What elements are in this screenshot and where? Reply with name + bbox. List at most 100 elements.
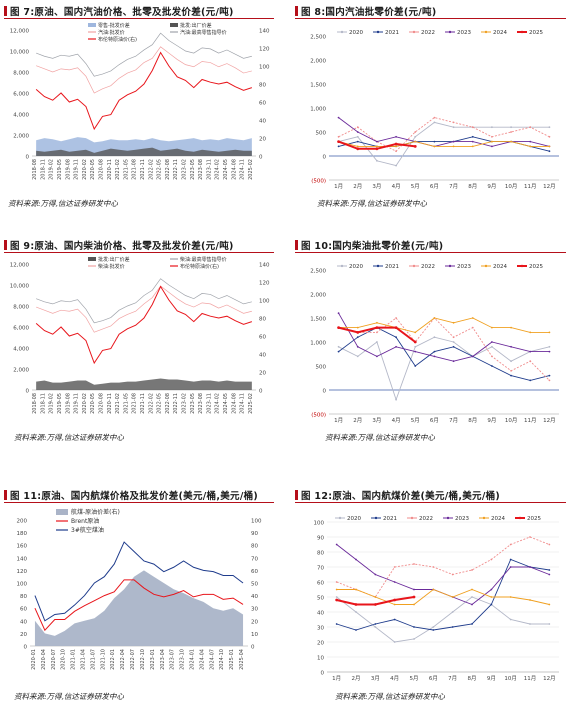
series-line-2021: [338, 327, 550, 381]
data-point-2021: [548, 150, 551, 153]
x-tick-label: 2024-05: [223, 393, 229, 414]
legend-label: 2022: [419, 516, 433, 522]
data-point-2020: [356, 135, 359, 138]
legend-label: 柴油:最高零售指导价: [180, 256, 227, 263]
data-point-2020: [376, 341, 378, 343]
y-tick-label: 80: [20, 594, 27, 600]
data-point-2025: [337, 326, 340, 329]
legend-label: 2022: [421, 30, 435, 36]
data-point-2023: [376, 140, 378, 143]
data-point-2020: [414, 135, 417, 138]
data-point-2024: [548, 331, 551, 334]
x-tick-label: 2021-07: [90, 649, 96, 670]
x-tick-label: 2024-01: [190, 649, 196, 670]
y-tick-label: 2,000: [310, 293, 326, 299]
data-point-2020: [374, 626, 377, 628]
panel-title: 图 10:国内柴油批零价差(元/吨): [295, 238, 443, 252]
data-point-2025: [375, 147, 379, 151]
data-point-2020: [395, 398, 397, 401]
data-point-2024: [414, 331, 417, 334]
series-line-2024: [338, 317, 550, 333]
legend-label: 2024: [491, 516, 505, 522]
data-point-2020: [529, 623, 531, 625]
x-tick-label: 11月: [524, 183, 537, 190]
y2-tick-label: 60: [251, 569, 258, 575]
series-line-2: [36, 285, 252, 333]
data-point-2020: [432, 626, 435, 628]
x-tick-label: 6月: [429, 675, 438, 682]
data-point-2022: [471, 126, 474, 129]
legend-label: 2022: [421, 264, 435, 270]
legend-label: 2020: [347, 516, 361, 522]
data-point-2023: [337, 312, 340, 315]
x-tick-label: 2021-05: [123, 159, 129, 180]
data-point-2023: [471, 140, 474, 143]
data-point-2024: [432, 588, 435, 591]
data-point-2022: [413, 563, 415, 565]
data-point-2021: [490, 603, 493, 606]
series-line-4: [35, 51, 253, 131]
y-tick-label: 500: [316, 131, 327, 137]
data-point-2024: [548, 603, 551, 606]
x-tick-label: 2024-11: [240, 393, 246, 414]
y2-tick-label: 100: [259, 299, 270, 305]
legend-label: 2023: [457, 30, 471, 36]
data-point-2023: [395, 135, 397, 138]
data-point-2025: [393, 598, 397, 602]
data-point-2024: [509, 596, 512, 598]
data-point-2024: [529, 145, 532, 148]
x-tick-label: 2020-08: [99, 159, 105, 180]
data-point-2024: [491, 326, 493, 329]
panel-fig9: 图 9:原油、国内柴油价格、批零及批发价差(元/吨) 0 2,000 4,000 6,…: [4, 238, 274, 448]
data-point-2022: [451, 573, 454, 576]
data-point-2022: [452, 121, 455, 124]
y-tick-label: 160: [17, 544, 28, 550]
data-point-2021: [356, 140, 359, 143]
y-tick-label: 10: [317, 656, 324, 662]
y2-tick-label: 40: [251, 594, 258, 600]
panel-fig10: 图 10:国内柴油批零价差(元/吨) (500) 0 500 1,000 1,500 2,…: [295, 238, 566, 448]
data-point-2023: [529, 566, 531, 568]
y-tick-label: 100: [17, 582, 28, 588]
y2-tick-label: 140: [259, 263, 270, 269]
data-point-2022: [529, 536, 531, 538]
legend-marker: [412, 264, 416, 268]
data-point-2021: [452, 345, 455, 348]
y-tick-label: 4,000: [13, 113, 29, 119]
x-tick-label: 2019-02: [49, 159, 55, 180]
x-tick-label: 5月: [410, 675, 419, 682]
x-tick-label: 11月: [524, 675, 537, 682]
data-point-2020: [355, 611, 357, 613]
x-tick-label: 4月: [392, 183, 401, 190]
chart-fig10: (500) 0 500 1,000 1,500 2,000 2,500 1月 2月 3月 4月 5月 6…: [310, 264, 559, 424]
legend-marker: [482, 516, 486, 520]
panel-title: 图 9:原油、国内柴油价格、批零及批发价差(元/吨): [4, 238, 234, 252]
data-point-2023: [548, 573, 551, 576]
x-tick-label: 2019-05: [57, 393, 63, 414]
x-tick-label: 1月: [332, 675, 341, 682]
data-point-2021: [395, 336, 397, 339]
data-point-2024: [510, 326, 512, 329]
data-point-2025: [412, 595, 416, 599]
y2-tick-label: 40: [259, 353, 266, 359]
panel-fig7: 图 7:原油、国内汽油价格、批零及批发价差(元/吨) 0 2,000 4,000 6,…: [4, 4, 274, 214]
x-tick-label: 9月: [487, 675, 496, 682]
legend-label: 2024: [493, 264, 507, 270]
legend-marker: [340, 30, 344, 34]
data-point-2021: [451, 626, 454, 628]
y2-tick-label: 50: [251, 582, 258, 588]
x-tick-label: 2020-08: [99, 393, 105, 414]
y2-tick-label: 0: [259, 155, 263, 161]
data-point-2020: [548, 126, 551, 129]
y-tick-label: 40: [317, 611, 324, 617]
legend-label: 汽油:最高零售指导价: [180, 29, 227, 36]
y-tick-label: 30: [317, 626, 324, 632]
x-tick-label: 2025-02: [248, 393, 254, 414]
x-tick-label: 2019-02: [49, 393, 55, 414]
series-line-2020: [336, 596, 550, 643]
x-tick-label: 5月: [411, 417, 420, 424]
data-point-2023: [393, 581, 396, 583]
legend-marker: [448, 30, 452, 34]
legend-label: 布伦特原油价(右): [98, 36, 137, 43]
data-point-2024: [510, 140, 512, 143]
